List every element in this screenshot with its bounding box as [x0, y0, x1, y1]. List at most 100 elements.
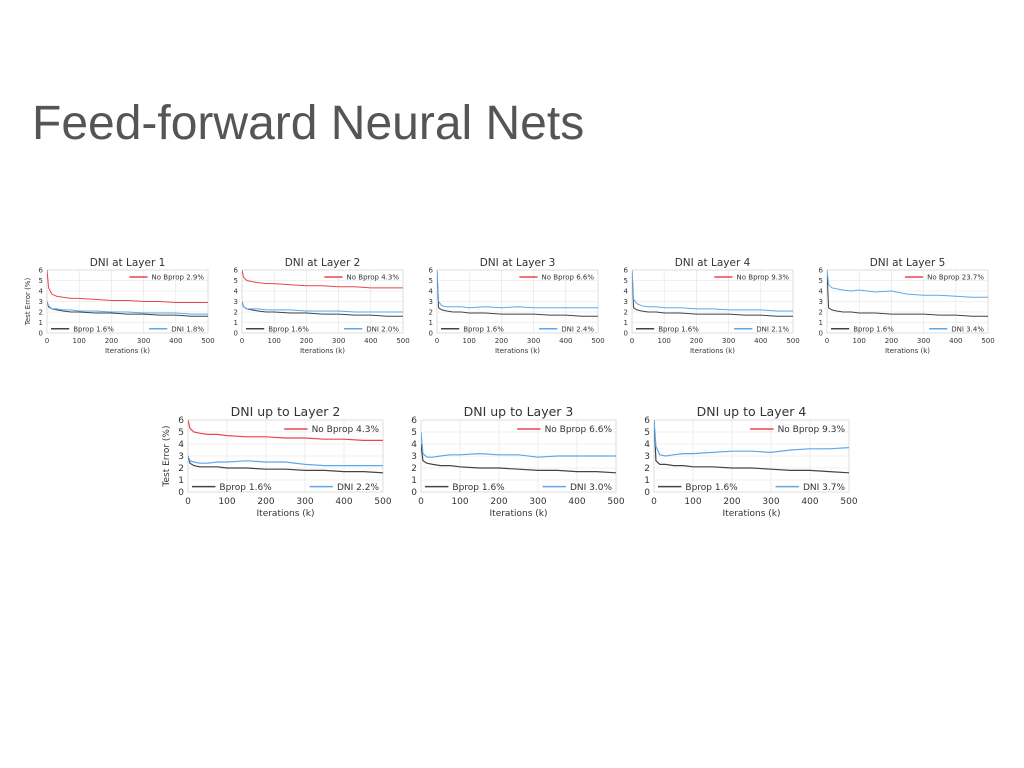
x-tick-label: 400 [568, 497, 585, 507]
legend-label: No Bprop 6.6% [542, 273, 595, 281]
legend-label: No Bprop 4.3% [312, 425, 380, 435]
chart-title: DNI at Layer 2 [285, 257, 361, 269]
x-axis-label: Iterations (k) [105, 347, 150, 355]
legend-label: Bprop 1.6% [463, 325, 504, 333]
y-tick-label: 1 [178, 476, 184, 486]
y-tick-label: 4 [624, 287, 629, 295]
y-tick-label: 0 [411, 488, 417, 498]
x-tick-label: 0 [435, 337, 439, 345]
y-tick-label: 5 [624, 277, 628, 285]
x-tick-label: 300 [917, 337, 930, 345]
y-tick-label: 2 [429, 308, 433, 316]
x-tick-label: 500 [607, 497, 624, 507]
x-tick-label: 300 [529, 497, 546, 507]
series-line [654, 420, 849, 457]
x-axis-label: Iterations (k) [495, 347, 540, 355]
y-tick-label: 3 [178, 452, 184, 462]
x-tick-label: 500 [374, 497, 391, 507]
y-tick-label: 6 [411, 416, 417, 426]
series-line [437, 270, 598, 309]
y-tick-label: 2 [819, 308, 823, 316]
legend-label: DNI 2.4% [561, 325, 594, 333]
x-tick-label: 500 [591, 337, 604, 345]
y-tick-label: 4 [411, 440, 417, 450]
x-tick-label: 100 [658, 337, 671, 345]
y-tick-label: 4 [39, 287, 44, 295]
x-tick-label: 0 [418, 497, 424, 507]
chart-title: DNI up to Layer 3 [464, 404, 574, 419]
x-tick-label: 0 [825, 337, 829, 345]
chart: 0 100 200 300 400 500 0 1 2 3 4 5 6 DNI at Layer 4 Ite… [624, 257, 800, 355]
chart-title: DNI up to Layer 2 [231, 404, 341, 419]
series-line [654, 420, 849, 474]
series-line [242, 270, 403, 289]
legend-label: DNI 1.8% [171, 325, 204, 333]
legend-label: No Bprop 6.6% [545, 425, 613, 435]
x-tick-label: 400 [169, 337, 182, 345]
y-tick-label: 5 [644, 428, 650, 438]
legend-label: Bprop 1.6% [685, 483, 738, 493]
y-tick-label: 2 [39, 308, 43, 316]
x-tick-label: 200 [257, 497, 274, 507]
y-tick-label: 3 [644, 452, 650, 462]
y-tick-label: 3 [819, 298, 823, 306]
chart: 0 100 200 300 400 500 0 1 2 3 4 5 6 DNI at Layer 3 Ite… [429, 257, 605, 355]
x-tick-label: 300 [527, 337, 540, 345]
x-tick-label: 500 [840, 497, 857, 507]
legend-label: Bprop 1.6% [853, 325, 894, 333]
x-tick-label: 100 [268, 337, 281, 345]
chart: 0 100 200 300 400 500 0 1 2 3 4 5 6 DNI up to Layer 2… [162, 404, 392, 519]
x-tick-label: 100 [218, 497, 235, 507]
chart: 0 100 200 300 400 500 0 1 2 3 4 5 6 DNI up to Layer 3… [411, 404, 625, 519]
chart-title: DNI at Layer 1 [90, 257, 166, 269]
chart-title: DNI at Layer 5 [870, 257, 946, 269]
chart: 0 100 200 300 400 500 0 1 2 3 4 5 6 DNI up to Layer 4… [644, 404, 858, 519]
legend-label: DNI 2.1% [756, 325, 789, 333]
legend-label: Bprop 1.6% [219, 483, 272, 493]
x-tick-label: 400 [949, 337, 962, 345]
series-line [421, 443, 616, 474]
legend-label: Bprop 1.6% [452, 483, 505, 493]
y-tick-label: 0 [624, 329, 628, 337]
y-tick-label: 2 [644, 464, 650, 474]
x-tick-label: 100 [684, 497, 701, 507]
x-tick-label: 100 [451, 497, 468, 507]
x-tick-label: 400 [801, 497, 818, 507]
y-tick-label: 0 [178, 488, 184, 498]
series-line [242, 301, 403, 313]
x-tick-label: 300 [762, 497, 779, 507]
y-tick-label: 2 [234, 308, 238, 316]
y-tick-label: 1 [819, 319, 823, 327]
y-tick-label: 4 [178, 440, 184, 450]
chart: 0 100 200 300 400 500 0 1 2 3 4 5 6 DNI at Layer 5 Ite… [819, 257, 995, 355]
legend-label: DNI 2.2% [337, 483, 379, 493]
slide-title: Feed-forward Neural Nets [32, 97, 584, 150]
y-tick-label: 3 [234, 298, 238, 306]
y-tick-label: 1 [624, 319, 628, 327]
legend-label: DNI 3.7% [803, 483, 845, 493]
series-line [421, 431, 616, 458]
y-tick-label: 3 [39, 298, 43, 306]
y-tick-label: 5 [39, 277, 43, 285]
x-tick-label: 500 [981, 337, 994, 345]
y-tick-label: 0 [644, 488, 650, 498]
chart: 0 100 200 300 400 500 0 1 2 3 4 5 6 DNI at Layer 1 Ite… [24, 257, 215, 355]
chart: 0 100 200 300 400 500 0 1 2 3 4 5 6 DNI at Layer 2 Ite… [234, 257, 410, 355]
legend-label: Bprop 1.6% [73, 325, 114, 333]
y-tick-label: 3 [624, 298, 628, 306]
x-tick-label: 100 [73, 337, 86, 345]
x-tick-label: 200 [723, 497, 740, 507]
y-tick-label: 6 [39, 266, 44, 274]
y-tick-label: 0 [234, 329, 238, 337]
legend-label: No Bprop 2.9% [152, 273, 205, 281]
chart-title: DNI up to Layer 4 [697, 404, 807, 419]
x-tick-label: 0 [45, 337, 49, 345]
y-tick-label: 2 [178, 464, 184, 474]
x-axis-label: Iterations (k) [885, 347, 930, 355]
y-tick-label: 1 [234, 319, 238, 327]
series-line [47, 301, 208, 315]
legend-label: DNI 3.0% [570, 483, 612, 493]
x-tick-label: 200 [690, 337, 703, 345]
y-tick-label: 5 [411, 428, 417, 438]
chart-title: DNI at Layer 4 [675, 257, 751, 269]
